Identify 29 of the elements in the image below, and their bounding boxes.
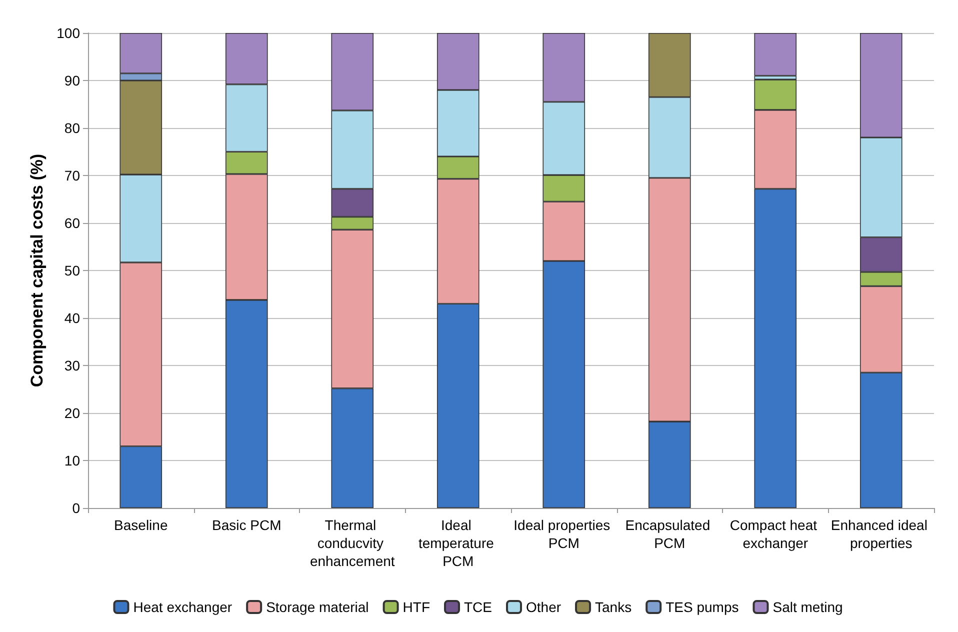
legend-label: Tanks	[595, 599, 632, 615]
y-tick-label: 80	[64, 120, 80, 136]
legend-label: TES pumps	[666, 599, 739, 615]
legend-label: Storage material	[266, 599, 369, 615]
y-axis-title: Component capital costs (%)	[28, 154, 47, 388]
bar	[754, 33, 797, 76]
legend-label: TCE	[464, 599, 492, 615]
x-tick-label: Baseline	[114, 517, 168, 533]
x-tick-label: Ideal properties PCM	[514, 517, 614, 551]
y-tick-label: 20	[64, 405, 80, 421]
y-tick-label: 90	[64, 72, 80, 88]
legend-label: Heat exchanger	[133, 599, 232, 615]
y-tick-label: 30	[64, 358, 80, 374]
legend-label: HTF	[402, 599, 430, 615]
x-tick-label: Thermal conducvity enhancement	[310, 517, 395, 569]
legend-label: Other	[526, 599, 562, 615]
x-tick-label: Compact heat exchanger	[730, 517, 821, 551]
legend-label: Salt meting	[772, 599, 843, 615]
x-tick-label: Ideal temperature PCM	[418, 517, 498, 569]
y-tick-label: 70	[64, 168, 80, 184]
y-tick-label: 40	[64, 310, 80, 326]
y-tick-label: 0	[72, 500, 80, 516]
x-tick-label: Enhanced ideal properties	[830, 517, 932, 551]
x-tick-label: Basic PCM	[212, 517, 282, 533]
y-tick-label: 100	[56, 25, 80, 41]
y-tick-label: 10	[64, 452, 80, 468]
y-tick-label: 50	[64, 262, 80, 278]
x-tick-label: Encapsulated PCM	[625, 517, 714, 551]
y-tick-label: 60	[64, 215, 80, 231]
